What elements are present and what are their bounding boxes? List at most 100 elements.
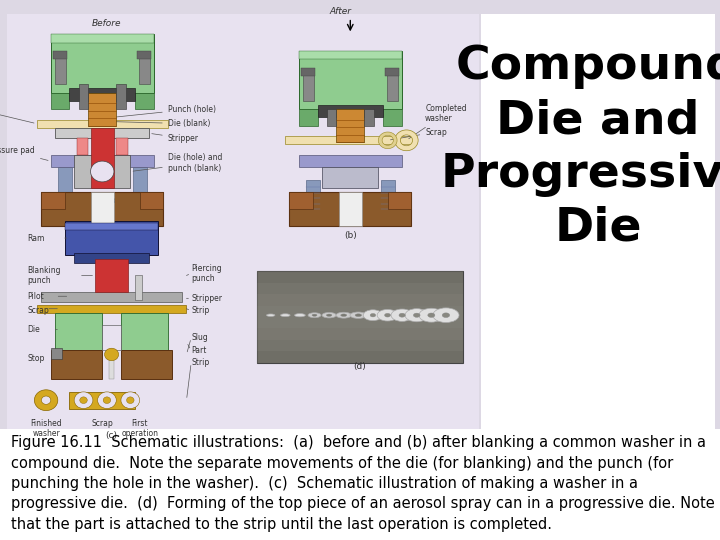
Bar bbox=[387, 72, 398, 101]
Text: Die (hole) and
punch (blank): Die (hole) and punch (blank) bbox=[133, 153, 222, 173]
Bar bbox=[76, 138, 89, 155]
Text: First
operation: First operation bbox=[121, 419, 158, 438]
Ellipse shape bbox=[326, 314, 332, 316]
Bar bbox=[257, 271, 463, 283]
Circle shape bbox=[42, 396, 50, 404]
Text: Figure 16.11  Schematic illustrations:  (a)  before and (b) after blanking a com: Figure 16.11 Schematic illustrations: (a… bbox=[11, 435, 714, 532]
Bar bbox=[117, 138, 128, 155]
Text: Part: Part bbox=[192, 346, 207, 355]
Text: (b): (b) bbox=[344, 231, 356, 240]
Circle shape bbox=[80, 397, 87, 403]
FancyBboxPatch shape bbox=[7, 14, 479, 432]
FancyBboxPatch shape bbox=[65, 221, 158, 255]
Text: Scrap: Scrap bbox=[27, 306, 49, 315]
Text: Die: Die bbox=[27, 325, 40, 334]
Ellipse shape bbox=[384, 313, 390, 317]
Text: Scrap: Scrap bbox=[390, 127, 447, 140]
Ellipse shape bbox=[341, 314, 347, 316]
Bar bbox=[336, 109, 364, 143]
Ellipse shape bbox=[405, 309, 428, 322]
FancyBboxPatch shape bbox=[388, 192, 411, 209]
Ellipse shape bbox=[399, 313, 405, 317]
Bar bbox=[302, 72, 314, 101]
Bar bbox=[364, 109, 374, 126]
Bar bbox=[257, 317, 463, 328]
Text: Ram: Ram bbox=[27, 233, 45, 242]
Bar bbox=[58, 167, 72, 209]
Text: Strip: Strip bbox=[192, 358, 210, 367]
Bar bbox=[102, 325, 121, 350]
Circle shape bbox=[35, 390, 58, 410]
Bar bbox=[385, 68, 400, 76]
Ellipse shape bbox=[433, 308, 459, 322]
FancyBboxPatch shape bbox=[50, 350, 102, 380]
FancyBboxPatch shape bbox=[299, 155, 402, 167]
Ellipse shape bbox=[442, 313, 450, 318]
Text: Scrap: Scrap bbox=[91, 419, 113, 428]
Text: Slug: Slug bbox=[192, 333, 208, 342]
Bar bbox=[91, 128, 114, 188]
Ellipse shape bbox=[266, 314, 275, 316]
Bar bbox=[257, 294, 463, 306]
Circle shape bbox=[103, 397, 111, 403]
FancyBboxPatch shape bbox=[42, 192, 163, 226]
Ellipse shape bbox=[391, 309, 413, 321]
Bar bbox=[70, 89, 135, 101]
Bar bbox=[301, 68, 315, 76]
Bar bbox=[50, 348, 63, 359]
Bar bbox=[139, 55, 150, 84]
Bar bbox=[79, 84, 89, 109]
FancyBboxPatch shape bbox=[299, 51, 402, 109]
Bar bbox=[299, 51, 402, 59]
Text: Stop: Stop bbox=[27, 354, 45, 363]
FancyBboxPatch shape bbox=[70, 392, 135, 409]
Text: Finished
washer: Finished washer bbox=[30, 419, 62, 438]
Bar bbox=[306, 180, 320, 209]
Text: (d): (d) bbox=[354, 362, 366, 371]
FancyBboxPatch shape bbox=[55, 313, 102, 350]
Wedge shape bbox=[379, 132, 397, 148]
FancyBboxPatch shape bbox=[50, 34, 154, 92]
Bar bbox=[299, 109, 318, 126]
Text: Pilot: Pilot bbox=[27, 292, 44, 301]
Bar bbox=[327, 109, 336, 126]
Bar bbox=[95, 259, 128, 292]
Circle shape bbox=[91, 161, 114, 182]
Ellipse shape bbox=[308, 313, 321, 318]
FancyBboxPatch shape bbox=[140, 192, 163, 209]
Ellipse shape bbox=[419, 308, 444, 322]
Text: Stripper: Stripper bbox=[152, 134, 199, 143]
Bar bbox=[257, 340, 463, 352]
FancyBboxPatch shape bbox=[289, 192, 411, 226]
Ellipse shape bbox=[377, 309, 398, 321]
Wedge shape bbox=[395, 130, 418, 151]
Circle shape bbox=[104, 348, 119, 361]
Bar bbox=[55, 55, 66, 84]
Text: After: After bbox=[330, 6, 352, 16]
Text: Strip: Strip bbox=[192, 306, 210, 315]
Bar bbox=[338, 192, 362, 226]
Ellipse shape bbox=[428, 313, 435, 318]
FancyBboxPatch shape bbox=[55, 128, 149, 138]
Bar bbox=[135, 275, 142, 300]
Ellipse shape bbox=[336, 312, 351, 318]
Text: Compound
Die and
Progressive
Die: Compound Die and Progressive Die bbox=[441, 44, 720, 251]
Circle shape bbox=[74, 392, 93, 409]
Text: (a): (a) bbox=[96, 231, 109, 240]
Ellipse shape bbox=[370, 314, 376, 317]
Bar bbox=[37, 305, 186, 313]
FancyBboxPatch shape bbox=[121, 313, 168, 350]
FancyBboxPatch shape bbox=[42, 192, 65, 209]
FancyBboxPatch shape bbox=[42, 292, 181, 302]
Text: (c): (c) bbox=[106, 430, 117, 440]
Bar bbox=[257, 306, 463, 317]
Text: Piercing
punch: Piercing punch bbox=[192, 264, 222, 283]
FancyBboxPatch shape bbox=[121, 350, 173, 380]
Bar bbox=[323, 167, 379, 188]
Ellipse shape bbox=[355, 314, 361, 316]
Bar bbox=[74, 253, 149, 263]
Bar bbox=[135, 92, 154, 109]
Bar bbox=[53, 51, 67, 59]
Bar bbox=[74, 155, 130, 188]
Text: Stripper: Stripper bbox=[192, 294, 222, 303]
